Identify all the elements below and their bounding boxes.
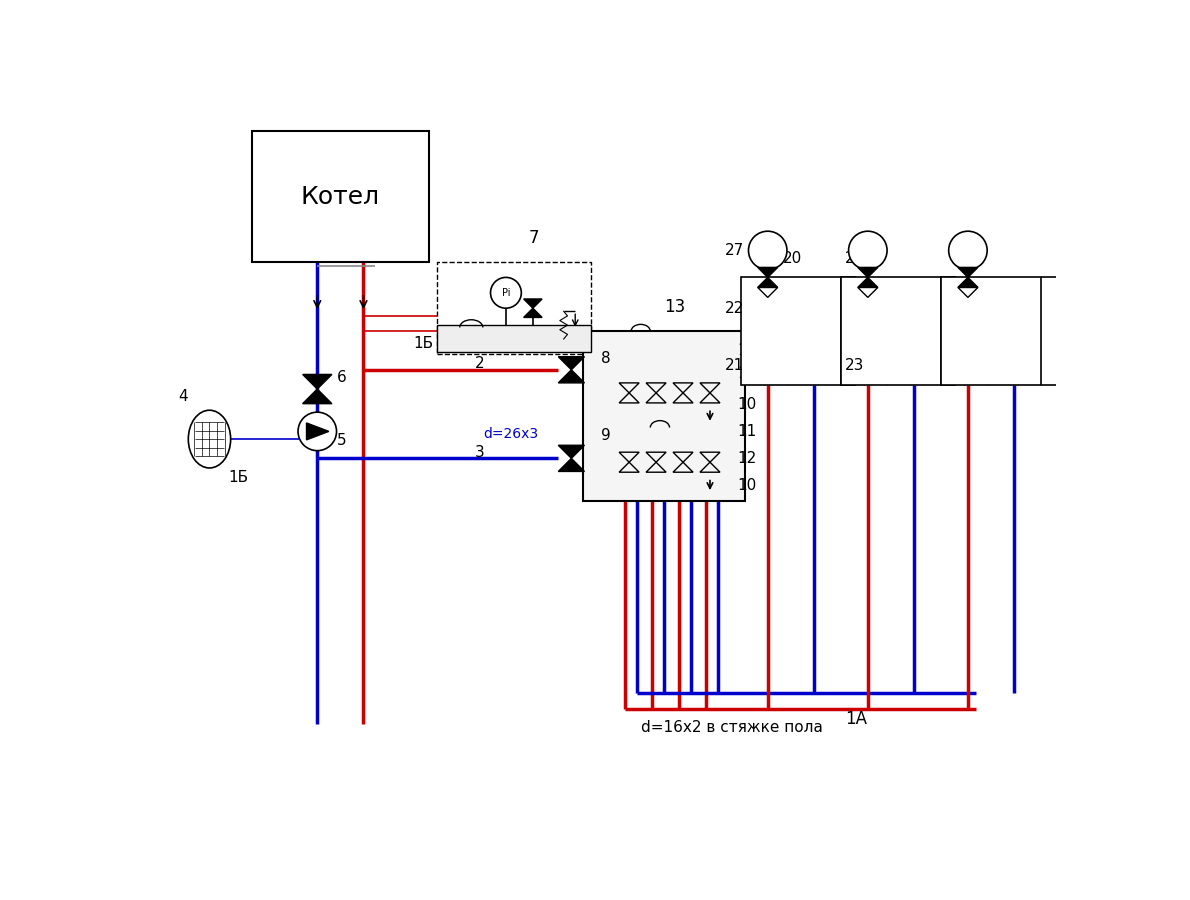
Polygon shape [558,446,584,458]
Text: 27: 27 [726,243,745,258]
Text: 5: 5 [337,433,346,448]
Text: 9: 9 [601,428,610,443]
Text: 23: 23 [845,358,864,374]
Bar [841,277,941,385]
Text: 10: 10 [737,397,756,412]
Circle shape [948,231,988,270]
Bar [583,331,745,500]
Bar [437,325,590,352]
Text: d=16x2 в стяжке пола: d=16x2 в стяжке пола [640,720,822,735]
Polygon shape [758,267,778,277]
Text: 6: 6 [337,370,346,385]
Bar [740,277,841,385]
Text: 21: 21 [726,358,745,374]
Circle shape [298,412,337,451]
Text: 1Б: 1Б [228,471,249,485]
Text: 2: 2 [475,356,484,371]
Polygon shape [858,277,878,287]
Polygon shape [558,458,584,472]
Circle shape [848,231,887,270]
Polygon shape [307,423,328,440]
Text: 11: 11 [737,343,756,358]
Polygon shape [524,308,543,318]
Text: 12: 12 [737,366,756,382]
Text: 13: 13 [664,298,685,316]
Polygon shape [302,389,332,404]
Text: 7: 7 [530,229,539,247]
Text: Котел: Котел [301,184,380,209]
Polygon shape [958,277,978,287]
Polygon shape [558,356,584,370]
Bar [941,277,1041,385]
Text: d=26x3: d=26x3 [483,339,538,353]
Text: 24: 24 [845,251,864,266]
Ellipse shape [188,410,231,468]
Text: 1А: 1А [845,710,866,728]
Polygon shape [758,277,778,287]
Polygon shape [524,299,543,308]
Polygon shape [958,267,978,277]
Text: Pi: Pi [502,288,511,298]
Bar [437,262,590,355]
Text: d=26x3: d=26x3 [483,428,538,441]
Text: 8: 8 [601,351,610,366]
Polygon shape [302,374,332,389]
Text: 22: 22 [726,301,745,316]
Bar [252,131,428,262]
Circle shape [490,277,521,308]
Text: 12: 12 [737,451,756,466]
Text: 1Б: 1Б [414,336,433,351]
Text: 10: 10 [737,478,756,493]
Polygon shape [858,267,878,277]
Circle shape [749,231,787,270]
Text: 4: 4 [178,390,188,404]
Polygon shape [558,370,584,382]
Text: 20: 20 [783,251,802,266]
Text: 11: 11 [737,424,756,439]
Text: 3: 3 [475,445,484,460]
